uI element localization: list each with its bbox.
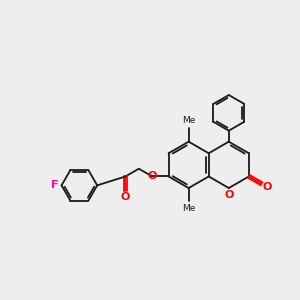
Text: Me: Me xyxy=(182,204,195,213)
Text: O: O xyxy=(148,172,157,182)
Text: O: O xyxy=(224,190,233,200)
Text: Me: Me xyxy=(182,116,195,125)
Text: F: F xyxy=(51,180,59,190)
Text: O: O xyxy=(263,182,272,192)
Text: O: O xyxy=(121,192,130,202)
